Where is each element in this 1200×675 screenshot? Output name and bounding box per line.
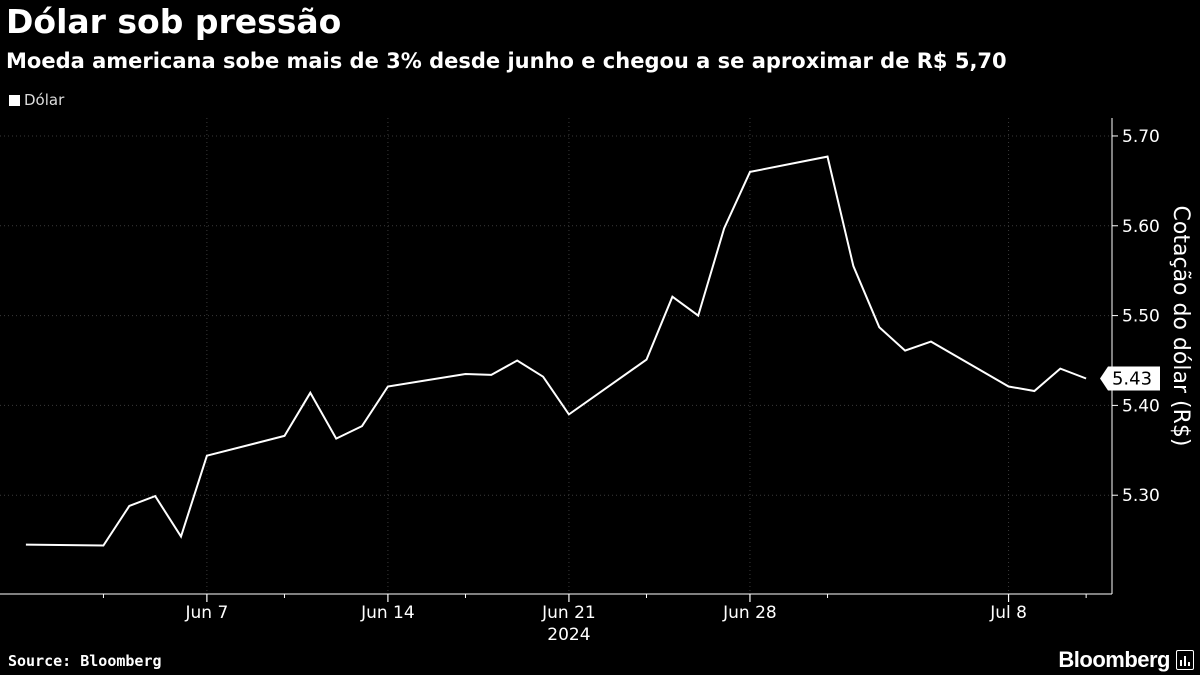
legend-swatch-dolar [9,94,20,106]
chart-subtitle: Moeda americana sobe mais de 3% desde ju… [6,49,1007,73]
legend-label-dolar: Dólar [24,91,65,109]
last-value-tag [1100,366,1160,391]
last-value-label: 5.43 [1112,368,1152,389]
chart-title: Dólar sob pressão [6,2,342,41]
bloomberg-logo: Bloomberg [1058,645,1194,675]
y-tick-label-3: 5.60 [1122,217,1160,237]
y-tick-label-1: 5.40 [1122,396,1160,416]
y-tick-label-0: 5.30 [1122,486,1160,506]
x-tick-label-1: Jun 14 [360,603,415,623]
bloomberg-chart-icon [1176,650,1194,670]
x-tick-label-3: Jun 28 [722,603,777,623]
x-tick-label-4: Jul 8 [989,603,1027,623]
logo-text: Bloomberg [1058,647,1170,672]
legend: Dólar [9,90,64,110]
x-tick-label-2: Jun 21 [541,603,596,623]
source-note: Source: Bloomberg [8,652,162,670]
y-axis-title: Cotação do dólar (R$) [1168,206,1193,447]
y-tick-label-4: 5.70 [1122,127,1160,147]
series-line-dolar [25,155,1087,547]
x-year-label: 2024 [547,625,590,645]
y-tick-label-2: 5.50 [1122,307,1160,327]
x-tick-label-0: Jun 7 [184,603,228,623]
